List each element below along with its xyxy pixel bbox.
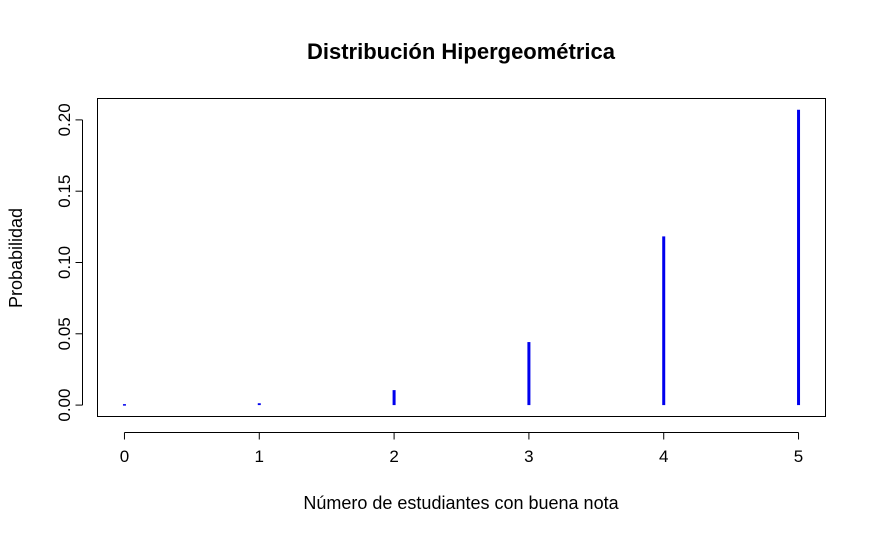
chart-title: Distribución Hipergeométrica bbox=[307, 39, 616, 64]
y-tick-label: 0.20 bbox=[55, 103, 74, 136]
x-tick-label: 2 bbox=[389, 447, 398, 466]
bar bbox=[797, 109, 801, 406]
bar bbox=[122, 404, 126, 406]
x-tick-label: 4 bbox=[659, 447, 668, 466]
x-tick-label: 1 bbox=[255, 447, 264, 466]
bar-series bbox=[122, 109, 801, 406]
x-tick-label: 0 bbox=[120, 447, 129, 466]
y-tick-label: 0.05 bbox=[55, 317, 74, 350]
y-axis: 0.00 0.05 0.10 0.15 0.20 bbox=[55, 103, 83, 422]
bar bbox=[527, 342, 531, 406]
y-tick-label: 0.10 bbox=[55, 246, 74, 279]
x-tick-label: 3 bbox=[524, 447, 533, 466]
bar bbox=[662, 236, 666, 406]
x-axis-label: Número de estudiantes con buena nota bbox=[303, 493, 619, 513]
bar bbox=[257, 403, 261, 406]
x-tick-label: 5 bbox=[794, 447, 803, 466]
y-axis-label: Probabilidad bbox=[6, 208, 26, 308]
x-axis: 0 1 2 3 4 5 bbox=[120, 432, 803, 466]
y-tick-label: 0.15 bbox=[55, 175, 74, 208]
plot-area-frame bbox=[97, 98, 826, 417]
y-tick-label: 0.00 bbox=[55, 389, 74, 422]
bar bbox=[392, 390, 396, 406]
